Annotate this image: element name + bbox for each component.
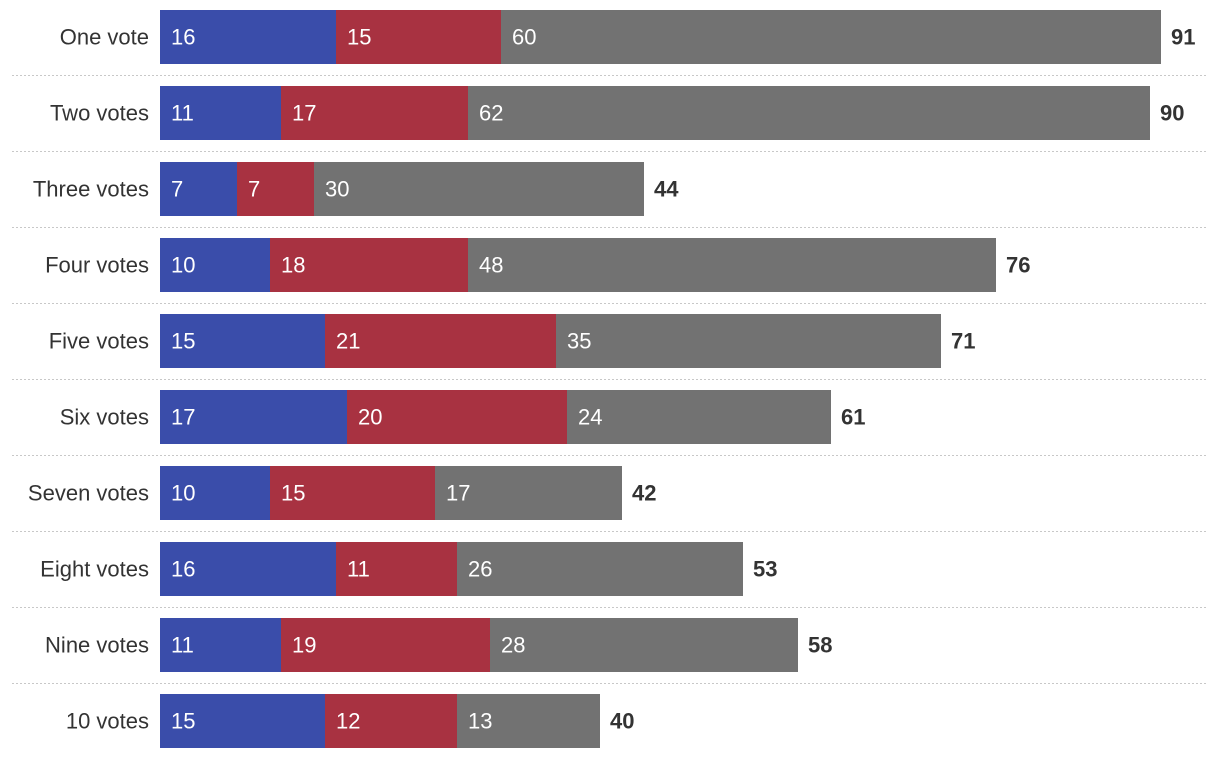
segment-value-label: 17 — [171, 405, 195, 430]
category-label: Seven votes — [28, 481, 149, 506]
bar-row: Four votes 10 18 48 76 — [45, 238, 1030, 292]
category-label: Nine votes — [45, 633, 149, 658]
bar-segment-series-2 — [237, 162, 314, 216]
bar-segment-series-1 — [160, 466, 270, 520]
bar-row: Six votes 17 20 24 61 — [60, 390, 865, 444]
bar-row: Two votes 11 17 62 90 — [50, 86, 1184, 140]
segment-value-label: 10 — [171, 481, 195, 506]
bar-segment-series-3 — [490, 618, 798, 672]
segment-value-label: 17 — [446, 481, 470, 506]
bar-segment-series-2 — [281, 86, 468, 140]
bar-row: Five votes 15 21 35 71 — [49, 314, 975, 368]
chart-rows: One vote 16 15 60 91 Two votes 11 17 62 90 Three v… — [28, 10, 1195, 748]
total-value-label: 42 — [632, 481, 656, 506]
bar-segment-series-1 — [160, 694, 325, 748]
bar-segment-series-3 — [567, 390, 831, 444]
bar-segment-series-3 — [468, 86, 1150, 140]
bar-segment-series-1 — [160, 314, 325, 368]
bar-segment-series-2 — [325, 314, 556, 368]
bar-segment-series-3 — [468, 238, 996, 292]
total-value-label: 71 — [951, 329, 975, 354]
segment-value-label: 20 — [358, 405, 382, 430]
bar-segment-series-3 — [435, 466, 622, 520]
category-label: Three votes — [33, 177, 149, 202]
bar-segment-series-2 — [270, 466, 435, 520]
segment-value-label: 24 — [578, 405, 602, 430]
bar-row: Eight votes 16 11 26 53 — [40, 542, 777, 596]
total-value-label: 44 — [654, 177, 679, 202]
segment-value-label: 19 — [292, 633, 316, 658]
segment-value-label: 7 — [171, 177, 183, 202]
bar-segment-series-2 — [270, 238, 468, 292]
segment-value-label: 10 — [171, 253, 195, 278]
total-value-label: 91 — [1171, 25, 1195, 50]
segment-value-label: 60 — [512, 25, 536, 50]
segment-value-label: 16 — [171, 557, 195, 582]
bar-segment-series-3 — [501, 10, 1161, 64]
segment-value-label: 15 — [347, 25, 371, 50]
segment-value-label: 62 — [479, 101, 503, 126]
bar-row: Three votes 7 7 30 44 — [33, 162, 679, 216]
segment-value-label: 15 — [171, 709, 195, 734]
total-value-label: 40 — [610, 709, 634, 734]
bar-segment-series-2 — [336, 542, 457, 596]
row-dividers — [12, 75, 1208, 684]
total-value-label: 76 — [1006, 253, 1030, 278]
bar-segment-series-3 — [457, 542, 743, 596]
category-label: Two votes — [50, 101, 149, 126]
bar-segment-series-2 — [347, 390, 567, 444]
total-value-label: 58 — [808, 633, 832, 658]
category-label: Six votes — [60, 405, 149, 430]
category-label: Four votes — [45, 253, 149, 278]
category-label: 10 votes — [66, 709, 149, 734]
category-label: One vote — [60, 25, 149, 50]
segment-value-label: 17 — [292, 101, 316, 126]
segment-value-label: 7 — [248, 177, 260, 202]
total-value-label: 61 — [841, 405, 865, 430]
bar-row: 10 votes 15 12 13 40 — [66, 694, 634, 748]
segment-value-label: 15 — [281, 481, 305, 506]
category-label: Five votes — [49, 329, 149, 354]
segment-value-label: 11 — [347, 557, 370, 582]
segment-value-label: 16 — [171, 25, 195, 50]
segment-value-label: 26 — [468, 557, 492, 582]
bar-segment-series-1 — [160, 162, 237, 216]
bar-segment-series-1 — [160, 238, 270, 292]
bar-segment-series-3 — [556, 314, 941, 368]
bar-segment-series-2 — [325, 694, 457, 748]
total-value-label: 90 — [1160, 101, 1184, 126]
segment-value-label: 15 — [171, 329, 195, 354]
bar-row: Seven votes 10 15 17 42 — [28, 466, 656, 520]
bar-segment-series-2 — [281, 618, 490, 672]
segment-value-label: 48 — [479, 253, 503, 278]
bar-segment-series-1 — [160, 10, 336, 64]
bar-segment-series-1 — [160, 390, 347, 444]
total-value-label: 53 — [753, 557, 777, 582]
segment-value-label: 11 — [171, 633, 194, 658]
segment-value-label: 21 — [336, 329, 360, 354]
bar-segment-series-3 — [457, 694, 600, 748]
bar-row: Nine votes 11 19 28 58 — [45, 618, 832, 672]
category-label: Eight votes — [40, 557, 149, 582]
bar-segment-series-3 — [314, 162, 644, 216]
bar-segment-series-2 — [336, 10, 501, 64]
segment-value-label: 12 — [336, 709, 360, 734]
segment-value-label: 13 — [468, 709, 492, 734]
bar-segment-series-1 — [160, 618, 281, 672]
segment-value-label: 30 — [325, 177, 349, 202]
bar-segment-series-1 — [160, 86, 281, 140]
bar-segment-series-1 — [160, 542, 336, 596]
bar-row: One vote 16 15 60 91 — [60, 10, 1195, 64]
segment-value-label: 28 — [501, 633, 525, 658]
segment-value-label: 35 — [567, 329, 591, 354]
segment-value-label: 18 — [281, 253, 305, 278]
segment-value-label: 11 — [171, 101, 194, 126]
